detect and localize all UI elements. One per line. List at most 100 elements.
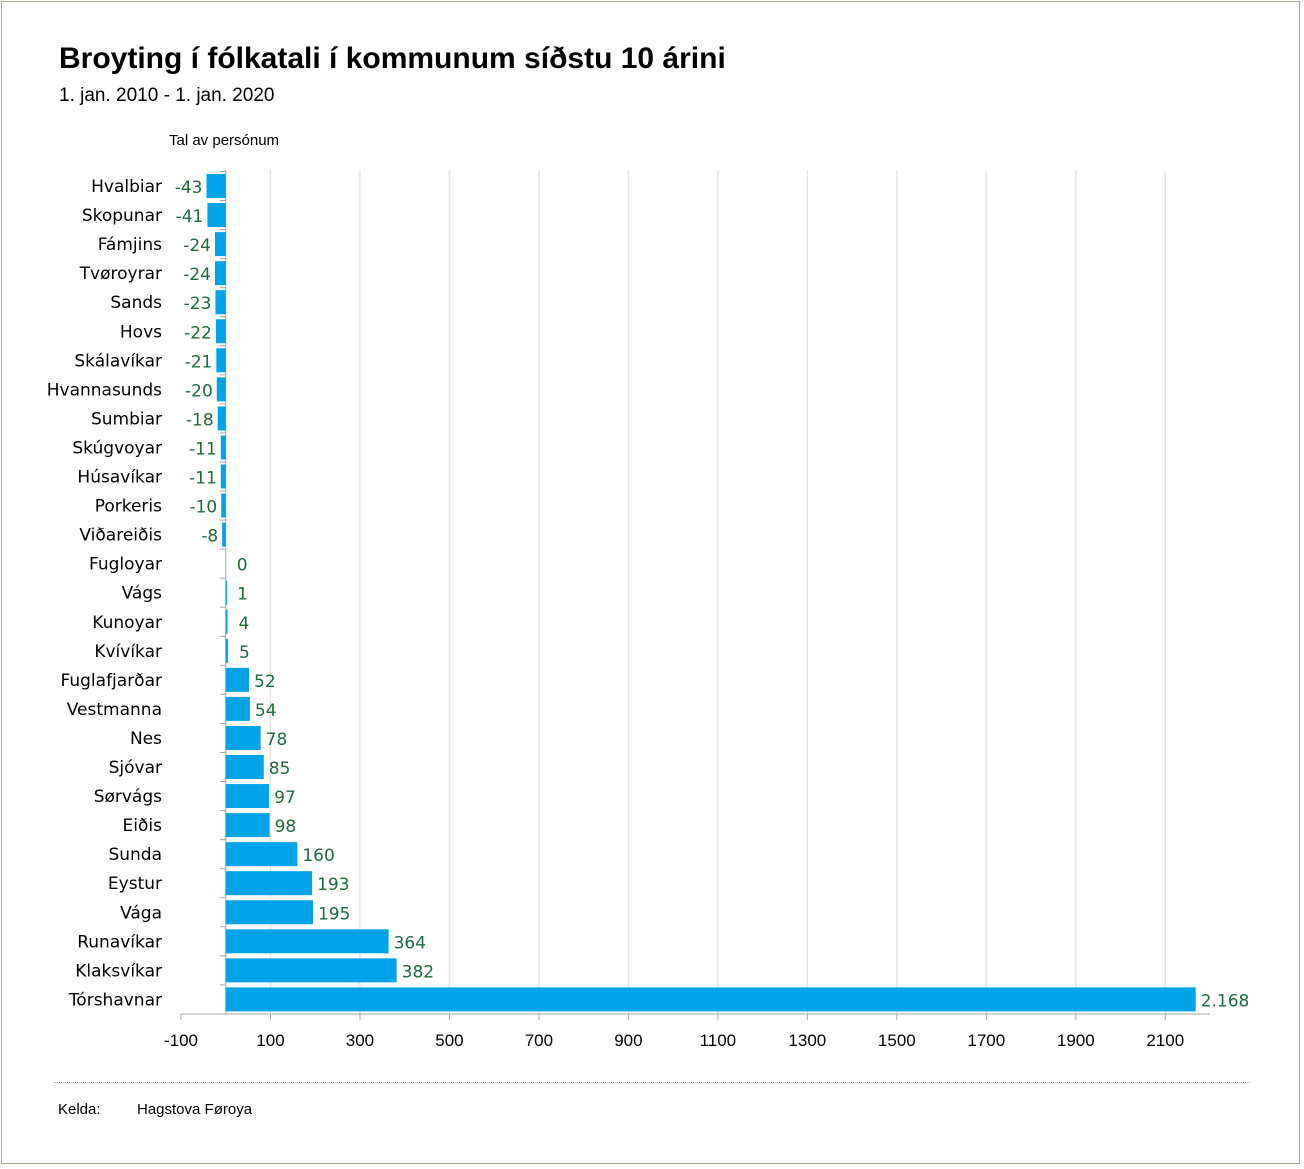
value-label: -11 — [189, 469, 217, 489]
bar — [225, 755, 264, 779]
category-label: Klaksvíkar — [75, 961, 162, 981]
bar — [225, 813, 270, 838]
bar — [225, 871, 313, 896]
bar — [216, 348, 226, 373]
value-label: -43 — [175, 178, 203, 198]
value-label: 78 — [266, 730, 288, 750]
category-label: Sumbiar — [91, 409, 162, 429]
value-label: -10 — [189, 498, 217, 518]
bar — [225, 696, 250, 721]
category-label: Húsavíkar — [77, 468, 162, 488]
value-label: -11 — [189, 439, 217, 459]
bar — [220, 464, 226, 489]
bar — [225, 900, 313, 925]
value-label: 98 — [275, 817, 297, 837]
value-label: 4 — [239, 614, 250, 634]
value-label: 160 — [302, 846, 334, 866]
bar — [215, 261, 226, 286]
chart-title: Broyting í fólkatali í kommunum síðstu 1… — [59, 42, 726, 75]
category-label: Hvalbiar — [91, 177, 162, 197]
category-label: Tórshavnar — [68, 990, 162, 1010]
bar — [207, 203, 226, 228]
value-label: -24 — [183, 236, 211, 256]
value-label: -18 — [186, 410, 214, 430]
value-label: 364 — [394, 933, 426, 953]
bar — [225, 638, 228, 663]
category-label: Nes — [130, 729, 162, 749]
bar — [215, 232, 226, 257]
x-tick-label: 1300 — [788, 1031, 826, 1050]
bar — [225, 784, 270, 809]
category-label: Vágs — [122, 584, 163, 604]
bar — [225, 580, 227, 605]
category-label: Kunoyar — [92, 613, 162, 633]
x-tick-label: 100 — [256, 1031, 284, 1050]
value-label: -20 — [185, 381, 213, 401]
category-label: Vága — [120, 903, 162, 923]
x-tick-label: 700 — [525, 1031, 553, 1050]
x-tick-label: 1900 — [1057, 1031, 1095, 1050]
category-label: Vestmanna — [67, 700, 162, 720]
category-label: Eiðis — [123, 816, 163, 836]
value-label: 5 — [239, 643, 250, 663]
category-label: Viðareiðis — [79, 526, 162, 546]
value-label: 195 — [318, 904, 350, 924]
value-label: -41 — [176, 207, 204, 227]
category-label: Runavíkar — [77, 932, 162, 952]
value-label: -24 — [183, 265, 211, 285]
chart-subtitle: 1. jan. 2010 - 1. jan. 2020 — [59, 85, 275, 106]
value-label: 382 — [402, 962, 434, 982]
bar — [216, 377, 226, 402]
bar — [225, 667, 250, 692]
value-label: -21 — [185, 352, 213, 372]
category-label: Hvannasunds — [47, 380, 162, 400]
category-label: Skálavíkar — [74, 351, 162, 371]
category-label: Porkeris — [95, 497, 162, 517]
bar — [225, 609, 228, 634]
bar — [225, 842, 298, 867]
category-label: Skopunar — [82, 206, 162, 226]
category-label: Tvøroyrar — [79, 264, 162, 284]
footer-divider — [53, 1082, 1250, 1083]
category-label: Eystur — [108, 874, 162, 894]
y-axis-label: Tal av persónum — [169, 132, 280, 149]
x-tick-label: 1700 — [967, 1031, 1005, 1050]
value-label: -23 — [184, 294, 212, 314]
x-tick-label: 2100 — [1146, 1031, 1184, 1050]
x-tick-label: 300 — [346, 1031, 374, 1050]
value-label: 97 — [274, 788, 296, 808]
x-tick-label: 1100 — [700, 1031, 737, 1050]
value-label: -22 — [184, 323, 212, 343]
x-tick-label: -100 — [164, 1031, 198, 1050]
category-label: Fuglafjarðar — [61, 671, 162, 691]
bar — [215, 290, 226, 315]
value-label: 1 — [237, 585, 248, 605]
value-label: -8 — [201, 527, 218, 547]
value-label: 54 — [255, 701, 277, 721]
bar — [206, 174, 226, 198]
x-tick-label: 1500 — [878, 1031, 916, 1050]
source-label: Kelda: — [58, 1101, 101, 1118]
category-label: Fugloyar — [89, 555, 162, 575]
bar — [217, 406, 226, 431]
category-label: Sands — [110, 293, 162, 313]
bar — [220, 435, 226, 460]
value-label: 0 — [237, 556, 248, 576]
category-label: Sunda — [108, 845, 162, 865]
bar — [225, 929, 389, 954]
source-value: Hagstova Føroya — [137, 1101, 253, 1118]
value-label: 52 — [254, 672, 276, 692]
category-label: Skúgvoyar — [72, 438, 162, 458]
bar — [222, 522, 226, 547]
category-label: Hovs — [120, 322, 162, 342]
bar — [225, 725, 261, 750]
bar — [215, 319, 226, 344]
category-label: Sjóvar — [109, 758, 162, 778]
value-label: 85 — [269, 759, 291, 779]
value-label: 2.168 — [1201, 991, 1250, 1011]
x-tick-label: 900 — [614, 1031, 642, 1050]
category-label: Sørvágs — [94, 787, 162, 807]
category-label: Kvívíkar — [94, 642, 162, 662]
